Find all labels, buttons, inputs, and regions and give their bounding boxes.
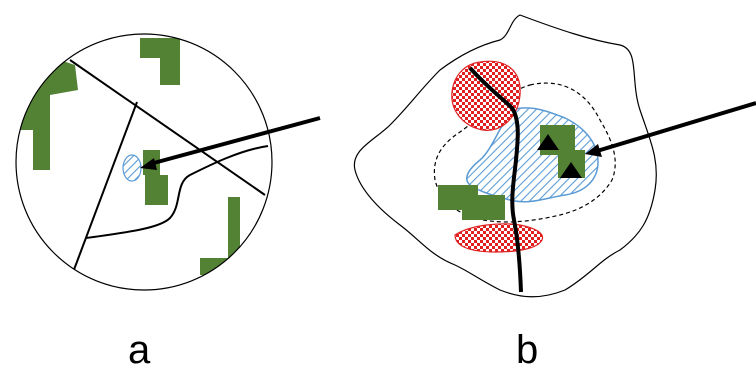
boundary-line: [69, 59, 266, 196]
boundary-line: [71, 101, 138, 276]
panel-a: [15, 33, 321, 291]
pointer-arrow: [149, 116, 321, 166]
panel-b-caption: b: [516, 328, 539, 372]
green-patch: [16, 60, 78, 170]
pointer-arrow: [596, 101, 756, 153]
red-area: [451, 60, 521, 131]
water-body: [122, 154, 142, 182]
outer-boundary: [353, 14, 657, 298]
green-patch: [140, 38, 180, 85]
red-area: [454, 223, 544, 253]
triangle-marker: [537, 134, 559, 150]
dashed-boundary: [433, 82, 616, 223]
green-patch: [438, 185, 505, 220]
green-patch: [200, 197, 240, 275]
road-line: [468, 66, 523, 293]
panel-b: [353, 14, 756, 298]
boundary-line: [85, 145, 269, 239]
arrow-head: [585, 144, 602, 157]
triangle-marker: [560, 162, 582, 178]
green-patch: [540, 125, 585, 178]
arrow-head: [140, 158, 157, 170]
panel-a-caption: a: [128, 328, 151, 372]
map-circle: [15, 33, 273, 291]
